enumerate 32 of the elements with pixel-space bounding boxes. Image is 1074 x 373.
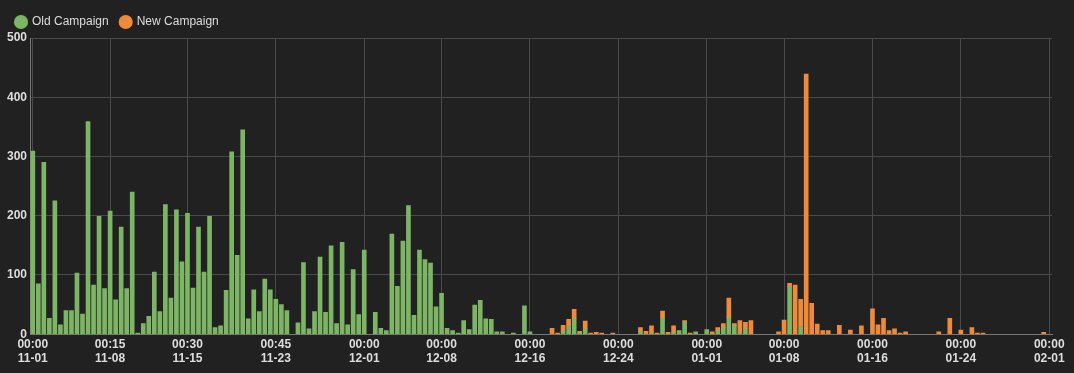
x-tick-label: 00:00 12-16 — [514, 336, 546, 366]
bar — [660, 317, 665, 335]
x-tick-label: 00:00 01-08 — [768, 336, 800, 366]
bar — [704, 329, 710, 335]
bar — [682, 320, 687, 323]
bar — [671, 325, 676, 333]
legend-label: Old Campaign — [32, 14, 109, 29]
x-tick-label: 00:00 12-08 — [426, 336, 458, 366]
x-tick-label: 00:00 01-24 — [945, 336, 977, 366]
x-tick-label: 00:00 01-01 — [691, 336, 723, 366]
x-tick-label: 00:00 12-24 — [603, 336, 635, 366]
bar — [798, 326, 803, 335]
bar — [787, 286, 792, 335]
y-tick-label: 300 — [6, 148, 28, 163]
y-tick-label: 400 — [6, 89, 28, 104]
bar — [720, 323, 726, 329]
x-tick-label: 00:15 11-08 — [94, 336, 126, 366]
bar — [660, 310, 665, 319]
x-tick-label: 00:30 11-15 — [172, 336, 204, 366]
legend-label: New Campaign — [136, 14, 219, 29]
bar — [947, 317, 953, 335]
bar — [582, 320, 588, 330]
x-tick-label: 00:00 02-01 — [1033, 336, 1065, 366]
y-tick-label: 100 — [6, 267, 28, 282]
y-tick-label: 200 — [6, 208, 28, 223]
x-tick-label: 00:00 12-01 — [348, 336, 380, 366]
x-tick-label: 00:00 01-16 — [857, 336, 889, 366]
bar — [848, 329, 853, 335]
x-tick-label: 00:45 11-23 — [260, 336, 292, 366]
bar — [836, 324, 842, 335]
y-tick-label: 500 — [6, 30, 28, 45]
bar — [859, 325, 864, 335]
